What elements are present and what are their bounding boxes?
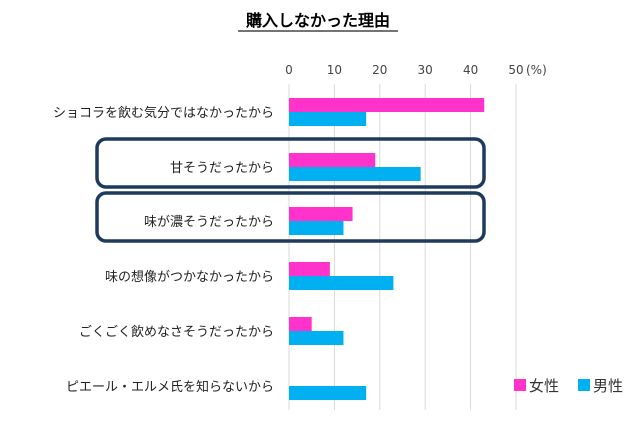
bar-female bbox=[289, 98, 485, 112]
bar-male bbox=[289, 331, 344, 345]
bar-female bbox=[289, 317, 312, 331]
legend-swatch bbox=[514, 379, 526, 391]
bars bbox=[289, 98, 485, 400]
category-labels: ショコラを飲む気分ではなかったから甘そうだったから味が濃そうだったから味の想像が… bbox=[53, 105, 274, 395]
x-tick-label: 30 bbox=[418, 63, 433, 77]
x-tick-label: 20 bbox=[372, 63, 387, 77]
category-label: 甘そうだったから bbox=[170, 161, 274, 176]
bar-male bbox=[289, 276, 394, 290]
gridlines bbox=[288, 84, 517, 410]
highlight-box bbox=[95, 191, 486, 243]
bar-male bbox=[289, 221, 344, 235]
bar-female bbox=[289, 207, 353, 221]
x-tick-label: 50 bbox=[508, 63, 523, 77]
bar-male bbox=[289, 167, 421, 181]
legend: 女性 男性 bbox=[514, 377, 623, 395]
category-label: 味の想像がつかなかったから bbox=[105, 269, 274, 285]
category-label: ショコラを飲む気分ではなかったから bbox=[53, 105, 274, 121]
legend-label: 女性 bbox=[529, 377, 559, 395]
category-label: ごくごく飲めなさそうだったから bbox=[79, 324, 274, 340]
highlight-boxes bbox=[95, 137, 486, 243]
bar-female bbox=[289, 153, 376, 167]
bar-male bbox=[289, 386, 367, 400]
legend-swatch bbox=[578, 379, 590, 391]
bar-female bbox=[289, 262, 330, 276]
highlight-box bbox=[95, 137, 486, 189]
x-tick-label: 0 bbox=[285, 63, 293, 77]
chart-title: 購入しなかった理由 bbox=[245, 11, 390, 30]
category-label: ピエール・エルメ氏を知らないから bbox=[66, 379, 274, 395]
x-unit-label: (%) bbox=[526, 63, 547, 77]
legend-label: 男性 bbox=[593, 377, 623, 395]
category-label: 味が濃そうだったから bbox=[144, 215, 274, 230]
x-tick-label: 10 bbox=[327, 63, 342, 77]
bar-male bbox=[289, 112, 367, 126]
x-tick-label: 40 bbox=[463, 63, 478, 77]
x-axis-ticks: 0 10 20 30 40 50 (%) bbox=[285, 63, 547, 77]
